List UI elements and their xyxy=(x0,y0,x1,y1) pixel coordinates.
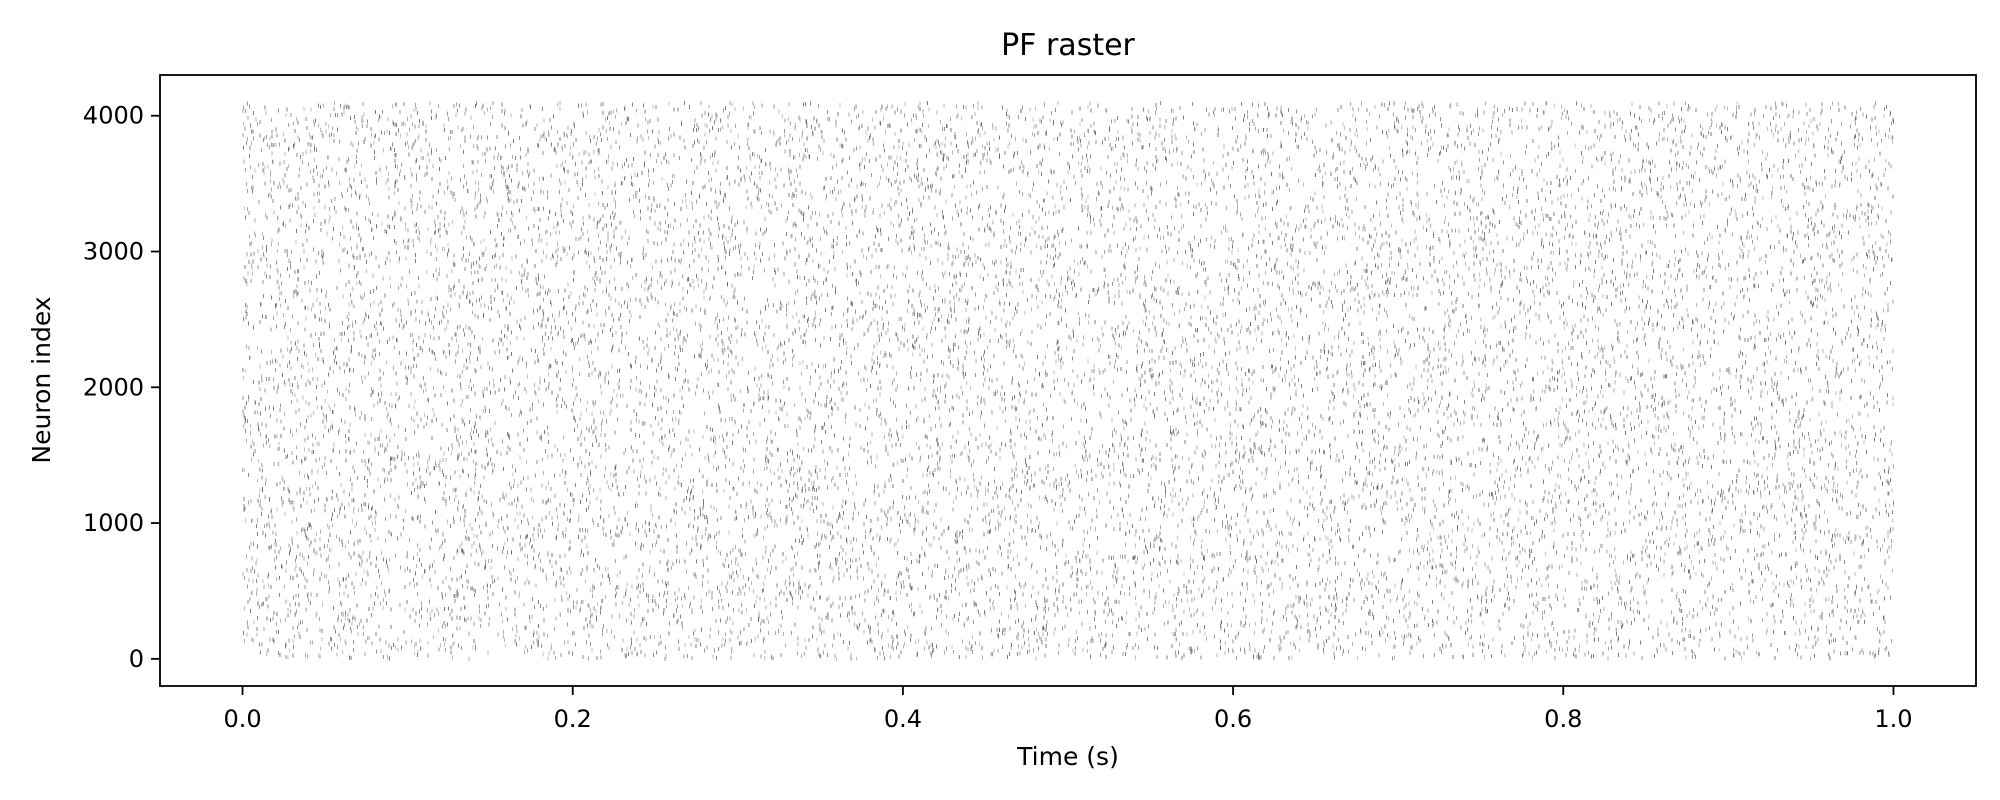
chart-title: PF raster xyxy=(1001,28,1135,63)
spike-layer xyxy=(242,100,1894,661)
plot-frame xyxy=(159,74,1977,687)
